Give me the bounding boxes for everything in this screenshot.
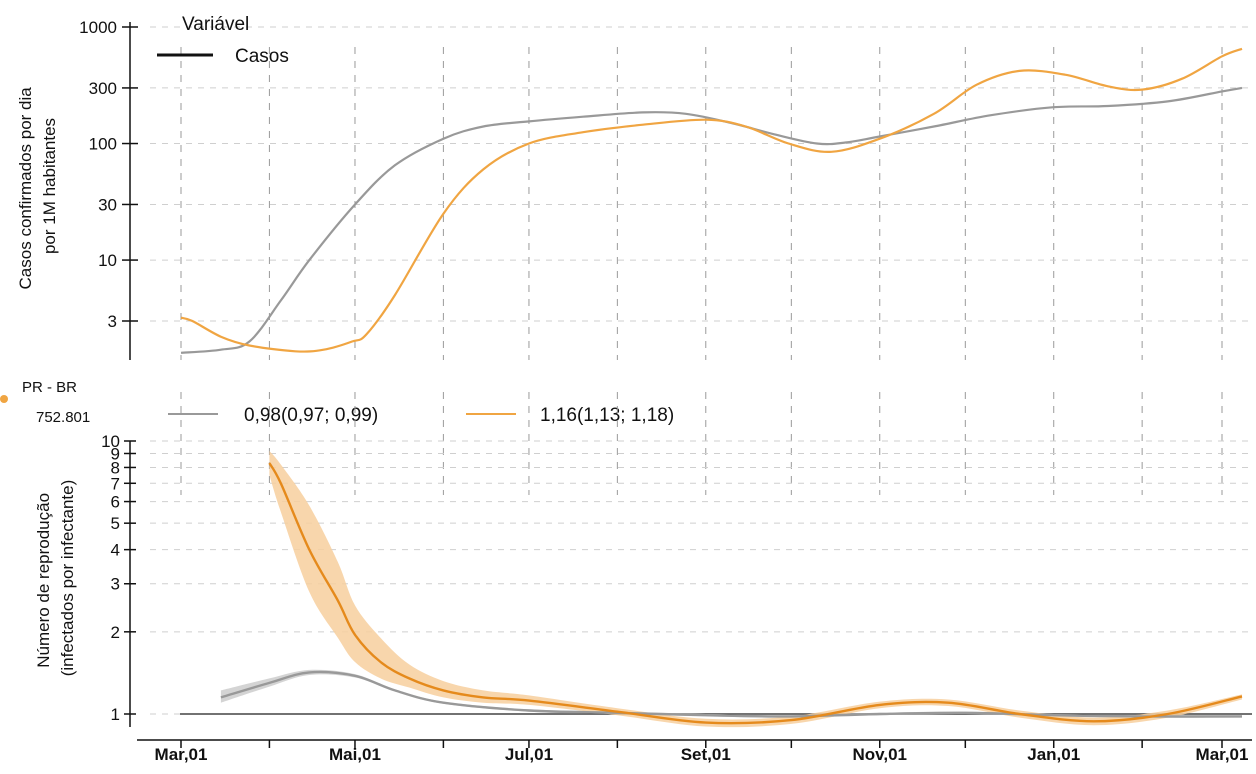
top-panel-y-axis: 3 10 30 100 300 1000: [79, 18, 138, 360]
confidence-band-orange: [269, 450, 1242, 728]
bottom-y-tick-label: 4: [111, 541, 120, 560]
x-axis: Mar,01 Mai,01 Jul,01 Set,01 Nov,01 Jan,01 Mar,…: [137, 739, 1252, 764]
bottom-y-tick-label: 10: [101, 432, 120, 451]
x-tick-label: Mai,01: [329, 745, 381, 764]
x-tick-label: Jul,01: [505, 745, 553, 764]
legend-label-casos: Casos: [235, 46, 289, 67]
top-y-tick-label: 10: [98, 251, 117, 270]
legend-title: Variável: [182, 14, 249, 35]
top-panel-grid: [150, 26, 1252, 360]
bottom-y-tick-label: 8: [111, 458, 120, 477]
bottom-panel-header: PR - BR 752.801: [0, 379, 90, 426]
top-panel-series: [180, 47, 1243, 354]
bottom-y-tick-label: 6: [111, 493, 120, 512]
bottom-y-axis-title-line-1: Número de reprodução: [34, 493, 53, 668]
top-series-grey-line: [180, 86, 1243, 354]
bottom-y-tick-label: 1: [111, 705, 120, 724]
bottom-y-axis-title: Número de reprodução (infectados por inf…: [34, 480, 77, 677]
bottom-y-tick-label: 3: [111, 575, 120, 594]
top-y-axis-title: Casos confirmados por dia por 1M habitan…: [16, 83, 59, 290]
series-line-grey: [220, 670, 1243, 718]
bottom-y-tick-label: 5: [111, 514, 120, 533]
top-y-tick-label: 1000: [79, 18, 117, 37]
top-y-tick-label: 3: [108, 312, 117, 331]
x-tick-label: Set,01: [681, 745, 731, 764]
bottom-panel-series: [180, 450, 1252, 728]
x-tick-label: Nov,01: [853, 745, 908, 764]
bottom-y-tick-label: 9: [111, 444, 120, 463]
x-tick-label: Mar,01: [1196, 745, 1249, 764]
top-y-tick-label: 30: [98, 195, 117, 214]
legend-label-orange-series: 1,16(1,13; 1,18): [540, 405, 674, 426]
bottom-legend: 0,98(0,97; 0,99) 1,16(1,13; 1,18): [168, 405, 674, 426]
bottom-y-tick-label: 2: [111, 623, 120, 642]
series-line-orange: [268, 462, 1243, 725]
top-y-axis-title-line-1: Casos confirmados por dia: [16, 87, 35, 290]
top-y-axis-title-line-2: por 1M habitantes: [40, 118, 59, 254]
location-dot-icon: [0, 395, 8, 403]
x-tick-label: Jan,01: [1027, 745, 1080, 764]
bottom-y-axis-title-line-2: (infectados por infectante): [58, 480, 77, 677]
top-series-orange-line: [180, 47, 1243, 353]
legend-label-grey-series: 0,98(0,97; 0,99): [244, 405, 378, 426]
panel-title: PR - BR: [22, 379, 77, 396]
top-y-tick-label: 300: [89, 79, 117, 98]
panel-subtitle: 752.801: [36, 409, 90, 426]
top-y-tick-label: 100: [89, 135, 117, 154]
bottom-y-tick-label: 7: [111, 474, 120, 493]
confidence-band-grey: [220, 669, 1242, 718]
top-legend: Variável Casos: [157, 14, 289, 67]
x-tick-label: Mar,01: [155, 745, 208, 764]
